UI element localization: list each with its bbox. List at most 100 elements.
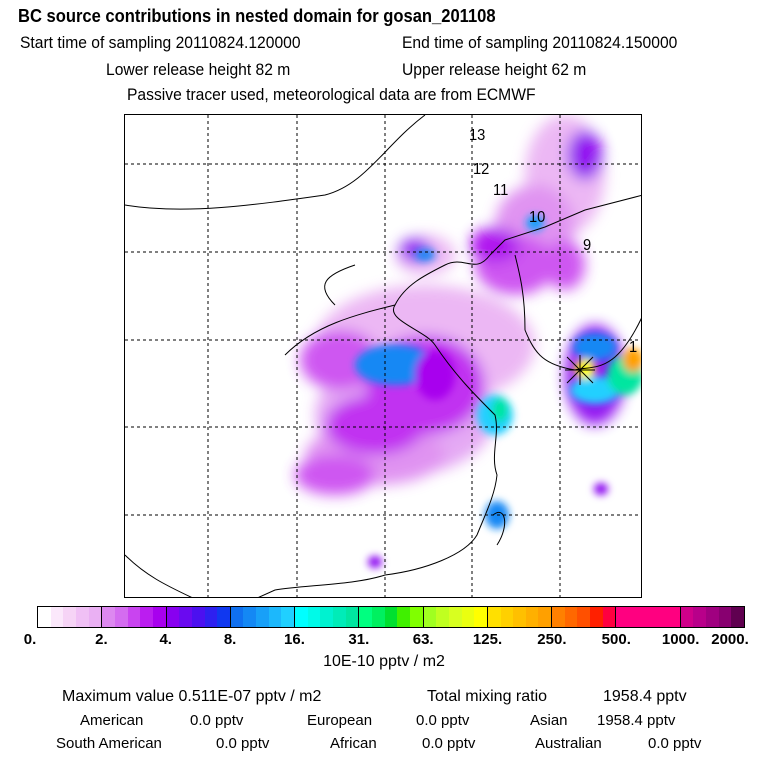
colorbar-segment [616,607,681,627]
colorbar-segment [680,607,744,627]
colorbar-tick-label: 2000. [711,631,749,648]
colorbar [37,606,745,628]
upper-release-height: Upper release height 62 m [402,60,587,79]
colorbar-segment [423,607,488,627]
colorbar-segment [295,607,360,627]
colorbar-swatch [552,607,565,627]
colorbar-swatch [409,607,423,627]
colorbar-swatch [525,607,539,627]
african-value: 0.0 pptv [422,735,476,752]
map-panel: 13 12 11 10 9 1 [124,114,642,598]
colorbar-segment [102,607,167,627]
european-value: 0.0 pptv [416,712,470,729]
tracer-note: Passive tracer used, meteorological data… [127,85,536,104]
receptor-site-marker [565,355,595,385]
european-label: European [307,712,373,729]
colorbar-swatch [166,607,180,627]
colorbar-swatch [179,607,192,627]
colorbar-tick-label: 8. [223,631,237,648]
colorbar-segment [166,607,231,627]
colorbar-swatch [320,607,334,627]
map-canvas [125,115,641,597]
colorbar-swatch [436,607,449,627]
colorbar-swatch [63,607,76,627]
south-american-value: 0.0 pptv [216,735,270,752]
colorbar-swatch [629,607,642,627]
track-label: 1 [629,339,638,356]
track-label: 12 [473,161,490,178]
colorbar-swatch [191,607,205,627]
grid-lines [125,115,641,597]
colorbar-swatch [423,607,437,627]
australian-value: 0.0 pptv [648,735,702,752]
colorbar-tick-label: 4. [159,631,172,648]
track-label: 13 [469,127,486,144]
plot-title: BC source contributions in nested domain… [18,6,496,26]
colorbar-tick-label: 16. [284,631,305,648]
colorbar-swatch [500,607,514,627]
colorbar-tick-label: 500. [601,631,631,648]
colorbar-swatch [641,607,655,627]
colorbar-swatch [461,607,475,627]
colorbar-swatch [474,607,487,627]
colorbar-swatch [50,607,64,627]
colorbar-swatch [397,607,410,627]
south-american-label: South American [56,735,162,752]
colorbar-swatch [564,607,578,627]
african-label: African [330,735,377,752]
colorbar-tick-label: 63. [412,631,434,648]
colorbar-swatch [256,607,269,627]
colorbar-swatch [333,607,346,627]
colorbar-swatch [577,607,591,627]
colorbar-segment [552,607,617,627]
colorbar-swatch [693,607,706,627]
colorbar-swatch [538,607,552,627]
colorbar-swatch [718,607,732,627]
colorbar-swatch [217,607,230,627]
colorbar-swatch [384,607,398,627]
colorbar-swatch [102,607,115,627]
colorbar-swatch [590,607,603,627]
colorbar-swatch [602,607,616,627]
colorbar-swatch [230,607,244,627]
concentration-field [295,115,641,568]
asian-value: 1958.4 pptv [597,712,676,729]
australian-label: Australian [535,735,602,752]
colorbar-swatch [307,607,321,627]
colorbar-segment [359,607,424,627]
asian-label: Asian [530,712,568,729]
colorbar-swatch [345,607,359,627]
colorbar-swatch [127,607,141,627]
colorbar-swatch [654,607,668,627]
colorbar-swatch [448,607,462,627]
total-mixing-ratio-label: Total mixing ratio [427,688,548,705]
american-value: 0.0 pptv [190,712,244,729]
colorbar-swatch [75,607,89,627]
maximum-value: Maximum value 0.511E-07 pptv / m2 [62,688,322,705]
colorbar-swatch [140,607,153,627]
colorbar-swatch [705,607,719,627]
track-label: 11 [493,182,509,199]
colorbar-tick-label: 125. [472,631,503,648]
end-time: End time of sampling 20110824.150000 [402,33,678,52]
american-label: American [80,712,144,729]
colorbar-tick-label: 250. [537,631,567,648]
colorbar-swatch [616,607,630,627]
colorbar-units: 10E-10 pptv / m2 [323,653,445,670]
colorbar-swatch [243,607,257,627]
colorbar-tick-label: 2. [95,631,108,648]
colorbar-swatch [731,607,744,627]
lower-release-height: Lower release height 82 m [106,60,291,79]
colorbar-segment [230,607,296,627]
colorbar-tick-label: 31. [348,631,370,648]
colorbar-swatch [680,607,694,627]
colorbar-tick-label: 1000. [661,631,700,648]
colorbar-swatch [513,607,526,627]
colorbar-swatch [295,607,308,627]
colorbar-swatch [371,607,385,627]
colorbar-tick-label: 0. [23,631,37,648]
colorbar-swatch [152,607,166,627]
colorbar-swatch [487,607,501,627]
start-time: Start time of sampling 20110824.120000 [20,33,301,52]
colorbar-swatch [667,607,680,627]
